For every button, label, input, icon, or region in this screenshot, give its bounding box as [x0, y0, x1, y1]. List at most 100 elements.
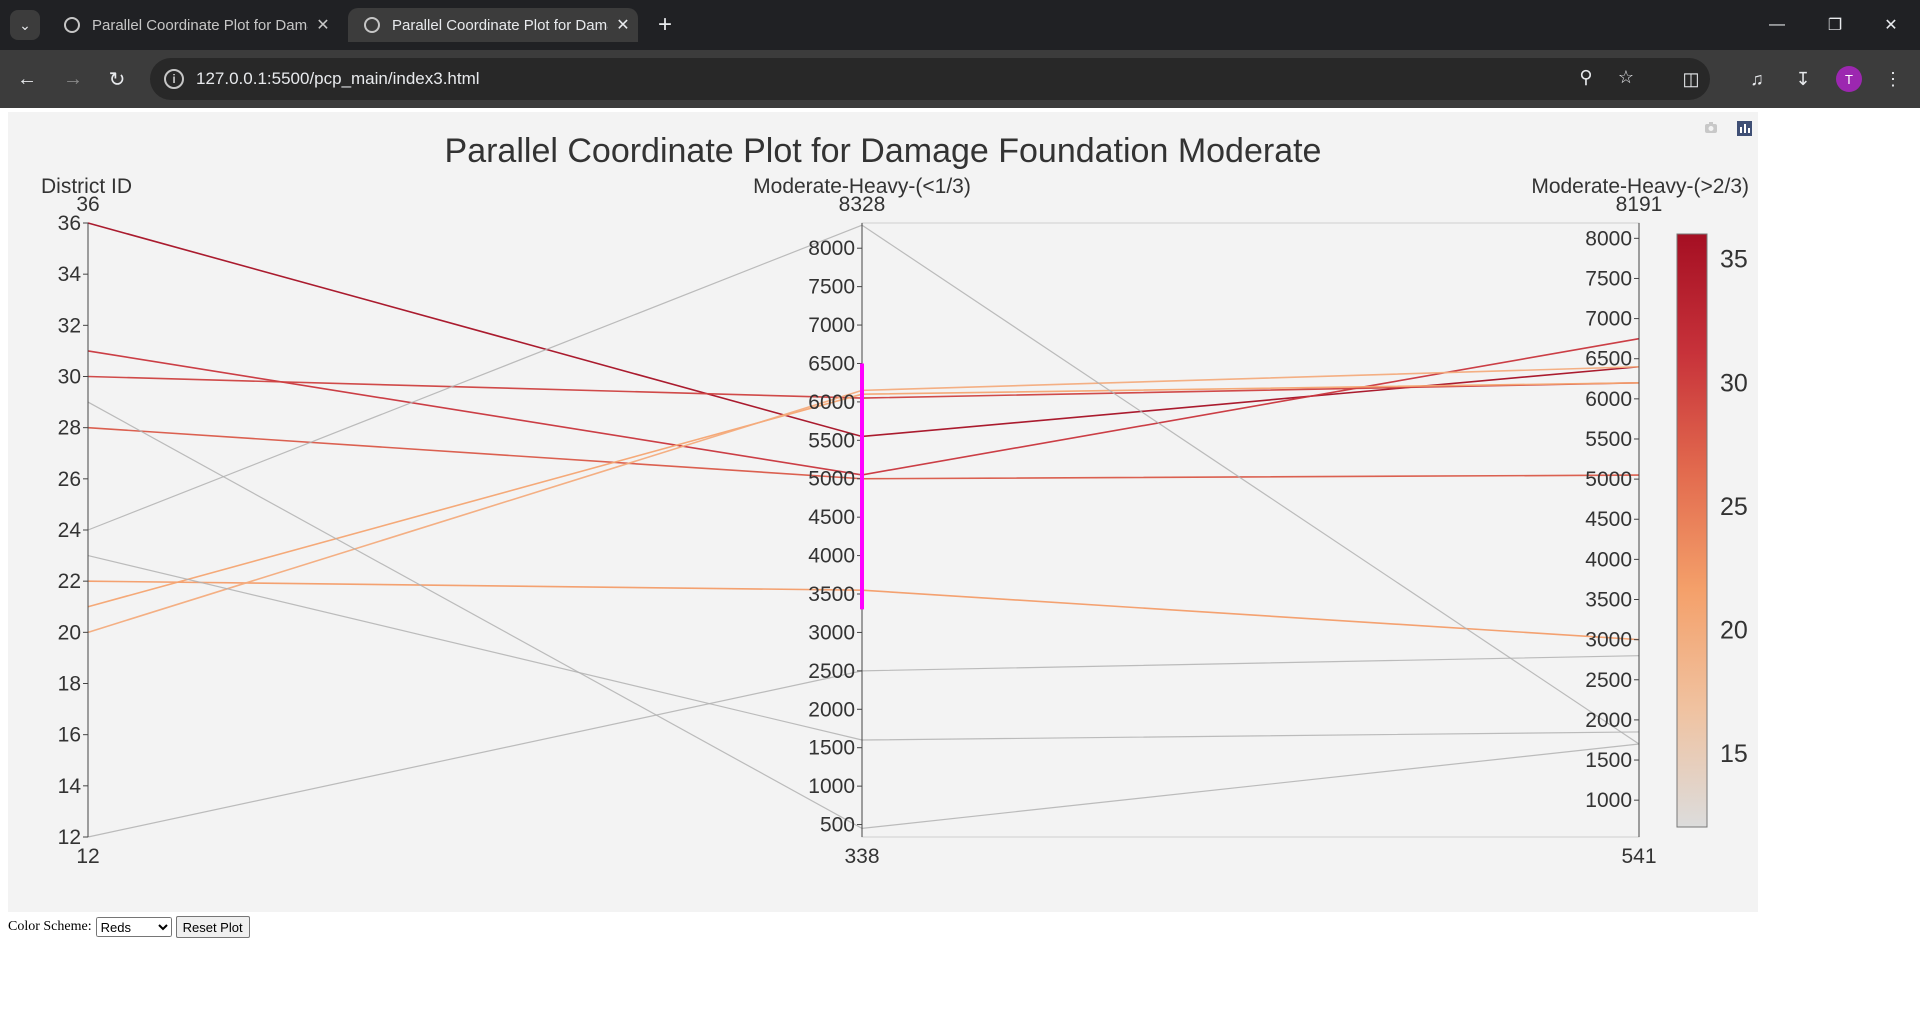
site-info-icon[interactable]: i: [164, 69, 184, 89]
axis-tick-label: 7500: [808, 276, 855, 299]
axis-tick-label: 28: [58, 417, 81, 440]
bookmark-star-icon[interactable]: ☆: [1617, 67, 1635, 87]
axis-tick-label: 2000: [1585, 709, 1632, 732]
axis-tick-label: 5500: [808, 429, 855, 452]
axis-tick-label: 2500: [808, 660, 855, 683]
camera-icon[interactable]: [1705, 122, 1717, 133]
axis-tick-label: 34: [58, 263, 82, 286]
tab-title: Parallel Coordinate Plot for Damage Foun…: [92, 16, 308, 34]
axis-tick-label: 6500: [808, 352, 855, 375]
axis-tick-label: 22: [58, 570, 81, 593]
color-scheme-select[interactable]: Reds: [95, 917, 172, 937]
tab-title: Parallel Coordinate Plot for Damage Foun…: [392, 16, 608, 34]
tab-1[interactable]: Parallel Coordinate Plot for Damage Foun…: [48, 8, 338, 42]
minimize-button[interactable]: —: [1769, 16, 1785, 33]
axis-1: 500 1000 1500 2000 2500 3000 3500 4000 4500 5000 5…: [753, 175, 971, 868]
axis-tick-label: 5000: [808, 468, 855, 491]
axis-tick-label: 1000: [808, 775, 855, 798]
axis-tick-label: 5000: [1585, 468, 1632, 491]
axis-tick-label: 6000: [808, 391, 855, 414]
tab-2[interactable]: Parallel Coordinate Plot for Damage Foun…: [348, 8, 638, 42]
globe-icon: [64, 17, 80, 33]
axis-tick-label: 4000: [808, 545, 855, 568]
axis-tick-label: 32: [58, 314, 81, 337]
arrow-right-icon: →: [63, 67, 83, 90]
reload-icon: ↻: [108, 68, 126, 91]
axis-tick-label: 7500: [1585, 267, 1632, 290]
axis-tick-label: 12: [58, 826, 81, 849]
axis-tick-label: 20: [58, 621, 81, 644]
axis-title: Moderate-Heavy-(>2/3): [1531, 175, 1749, 198]
zoom-icon[interactable]: ⚲: [1579, 67, 1593, 87]
forward-button[interactable]: →: [58, 64, 88, 94]
axis-tick-label: 1500: [1585, 749, 1632, 772]
colorbar: 15 20 25 30 35: [1676, 233, 1748, 828]
modebar: [1705, 121, 1752, 136]
close-tab-icon[interactable]: ✕: [316, 17, 330, 34]
menu-kebab-icon[interactable]: ⋮: [1884, 68, 1902, 89]
close-window-button[interactable]: ✕: [1884, 17, 1898, 34]
chart-title: Parallel Coordinate Plot for Damage Foun…: [445, 132, 1322, 170]
plotly-logo-icon[interactable]: [1737, 121, 1752, 136]
axis-tick-label: 2500: [1585, 669, 1632, 692]
axis-tick-label: 24: [58, 519, 82, 542]
media-control-icon[interactable]: ♫: [1750, 68, 1764, 89]
axis-tick-label: 36: [58, 212, 81, 235]
close-tab-icon[interactable]: ✕: [616, 17, 630, 34]
reset-plot-button[interactable]: Reset Plot: [175, 916, 250, 938]
plot-controls: Color Scheme: Reds Reset Plot: [8, 916, 250, 938]
address-bar[interactable]: i 127.0.0.1:5500/pcp_main/index3.html ⚲ …: [150, 58, 1710, 100]
back-button[interactable]: ←: [12, 64, 42, 94]
axis-tick-label: 7000: [1585, 308, 1632, 331]
url-text[interactable]: 127.0.0.1:5500/pcp_main/index3.html: [196, 69, 480, 88]
axis-range-max-label: 8328: [839, 193, 886, 216]
axis-tick-label: 4000: [1585, 548, 1632, 571]
axis-tick-label: 30: [58, 366, 81, 389]
axis-tick-label: 6500: [1585, 348, 1632, 371]
axis-title: Moderate-Heavy-(<1/3): [753, 175, 971, 198]
colorbar-tick-label: 35: [1720, 246, 1748, 274]
globe-icon: [364, 17, 380, 33]
profile-avatar[interactable]: T: [1836, 66, 1862, 92]
tab-strip: ⌄ Parallel Coordinate Plot for Damage Fo…: [0, 0, 1920, 50]
axis-tick-label: 4500: [1585, 508, 1632, 531]
arrow-left-icon: ←: [17, 67, 37, 90]
extensions-icon[interactable]: ◫: [1682, 68, 1700, 89]
colorbar-tick-label: 20: [1720, 616, 1748, 644]
axis-tick-label: 16: [58, 724, 81, 747]
colorbar-tick-label: 25: [1720, 493, 1748, 521]
colorbar-tick-label: 30: [1720, 369, 1748, 397]
axis-range-max-label: 8191: [1616, 193, 1663, 216]
colorbar-tick-label: 15: [1720, 740, 1748, 768]
axis-tick-label: 3500: [808, 583, 855, 606]
axis-tick-label: 1500: [808, 737, 855, 760]
tab-search-button[interactable]: ⌄: [10, 10, 40, 40]
new-tab-button[interactable]: +: [657, 11, 672, 38]
plot-background: [8, 112, 1758, 912]
axis-tick-label: 14: [58, 775, 82, 798]
axis-tick-label: 8000: [1585, 227, 1632, 250]
axis-tick-label: 8000: [808, 237, 855, 260]
axis-tick-label: 2000: [808, 698, 855, 721]
reload-button[interactable]: ↻: [102, 64, 132, 94]
parallel-coordinates-plot[interactable]: Parallel Coordinate Plot for Damage Foun…: [8, 112, 1758, 912]
axis-range-max-label: 36: [76, 193, 99, 216]
colorbar-ramp: [1676, 233, 1708, 828]
axis-tick-label: 3500: [1585, 589, 1632, 612]
axis-range-min-label: 12: [76, 845, 99, 868]
axis-range-min-label: 541: [1621, 845, 1656, 868]
axis-range-min-label: 338: [844, 845, 879, 868]
axis-tick-label: 1000: [1585, 789, 1632, 812]
axis-tick-label: 4500: [808, 506, 855, 529]
axis-tick-label: 3000: [808, 621, 855, 644]
axis-tick-label: 18: [58, 673, 81, 696]
axis-tick-label: 6000: [1585, 388, 1632, 411]
download-icon[interactable]: ↧: [1795, 68, 1811, 89]
page-content: Parallel Coordinate Plot for Damage Foun…: [0, 108, 1920, 1020]
axis-tick-label: 7000: [808, 314, 855, 337]
axis-tick-label: 3000: [1585, 629, 1632, 652]
restore-button[interactable]: ❐: [1827, 17, 1843, 34]
browser-toolbar: ← → ↻ i 127.0.0.1:5500/pcp_main/index3.h…: [0, 50, 1920, 108]
